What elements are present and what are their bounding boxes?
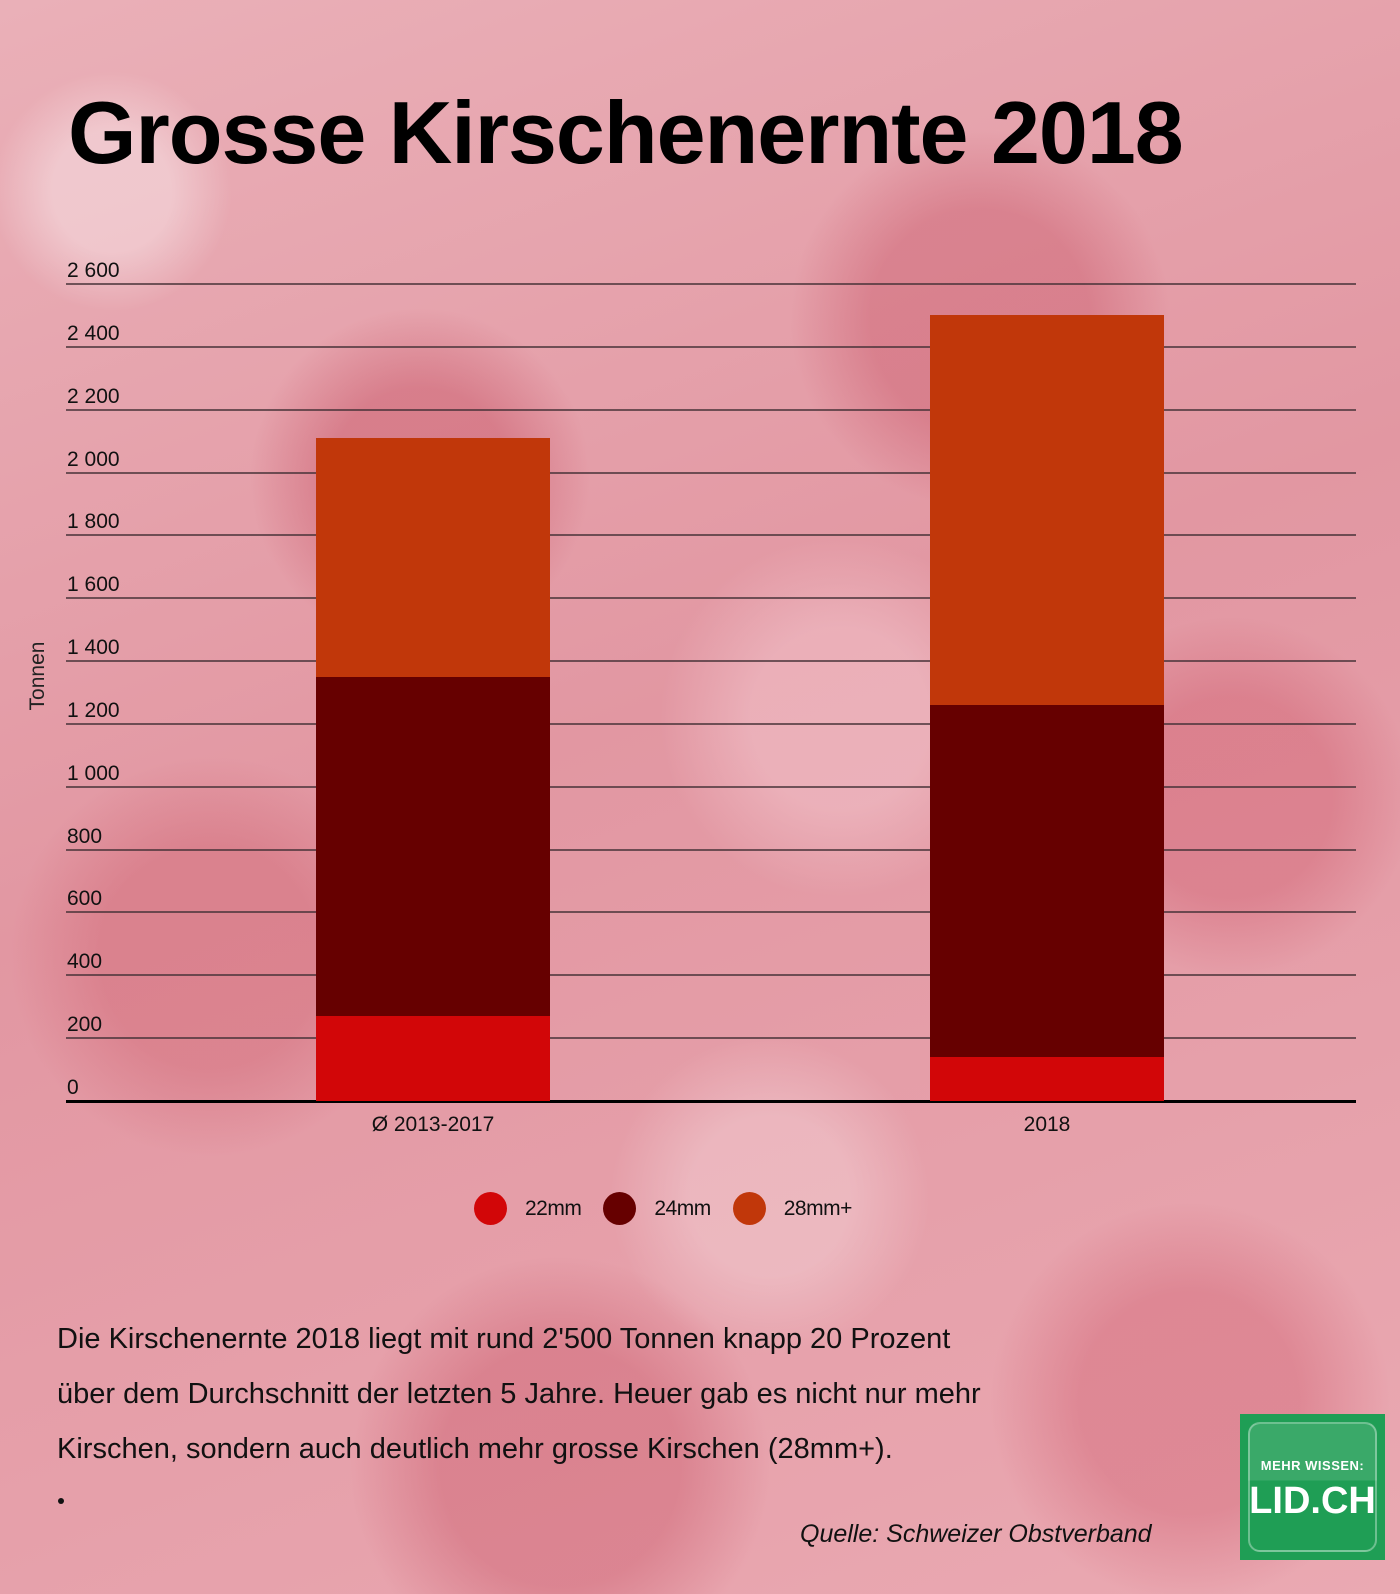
description-text: Die Kirschenernte 2018 liegt mit rund 2'… bbox=[57, 1312, 1207, 1477]
source-credit: Quelle: Schweizer Obstverband bbox=[800, 1520, 1152, 1548]
x-axis-baseline bbox=[66, 1100, 1356, 1103]
bar-2018[interactable] bbox=[930, 0, 1164, 1594]
bar-segment-24mm[interactable] bbox=[316, 676, 550, 1017]
bar-segment-22mm[interactable] bbox=[930, 1057, 1164, 1101]
gridline bbox=[66, 911, 1356, 914]
gridline bbox=[66, 283, 1356, 285]
x-label-2018: 2018 bbox=[1023, 1113, 1071, 1136]
legend-label: 28mm+ bbox=[783, 1196, 853, 1220]
y-tick-label: 600 bbox=[67, 887, 103, 911]
gridline bbox=[66, 785, 1356, 788]
y-axis-title: Tonnen bbox=[26, 641, 49, 711]
x-label-average: Ø 2013-2017 bbox=[371, 1113, 495, 1136]
gridline bbox=[66, 1037, 1356, 1040]
logo-tagline: MEHR WISSEN: bbox=[1260, 1458, 1365, 1473]
description-line: Kirschen, sondern auch deutlich mehr gro… bbox=[57, 1433, 893, 1465]
gridline bbox=[66, 660, 1356, 663]
y-tick-label: 1 200 bbox=[67, 698, 120, 722]
gridline bbox=[66, 597, 1356, 600]
y-tick-label: 200 bbox=[67, 1013, 103, 1037]
chart-title: Grosse Kirschenernte 2018 bbox=[68, 83, 1184, 182]
gridline bbox=[66, 471, 1356, 474]
legend-label: 22mm bbox=[525, 1196, 582, 1220]
gridline bbox=[66, 408, 1356, 411]
y-tick-label: 2 400 bbox=[67, 321, 120, 345]
description-line: über dem Durchschnitt der letzten 5 Jahr… bbox=[57, 1378, 981, 1410]
y-tick-label: 1 000 bbox=[67, 761, 120, 785]
gridline bbox=[66, 345, 1356, 348]
stray-dot bbox=[58, 1498, 64, 1504]
y-tick-label: 1 400 bbox=[67, 636, 120, 660]
legend-swatch-28mm-plus-icon bbox=[732, 1192, 766, 1225]
y-tick-label: 800 bbox=[67, 824, 103, 848]
gridline bbox=[66, 848, 1356, 851]
bar-segment-24mm[interactable] bbox=[930, 705, 1164, 1057]
bar-segment-22mm[interactable] bbox=[316, 1016, 550, 1101]
y-tick-label: 2 000 bbox=[67, 447, 120, 471]
y-tick-label: 2 200 bbox=[67, 384, 120, 408]
legend-swatch-24mm-icon bbox=[603, 1192, 637, 1225]
bar-segment-28mm-plus[interactable] bbox=[316, 437, 550, 677]
gridline bbox=[66, 534, 1356, 537]
legend-item-22mm[interactable]: 22mm bbox=[474, 1192, 582, 1225]
y-tick-label: 2 600 bbox=[67, 259, 120, 282]
logo-wordmark: LID.CH bbox=[1249, 1480, 1376, 1522]
bar-average-2013-2017[interactable] bbox=[316, 0, 550, 1594]
gridline bbox=[66, 722, 1356, 725]
gridline bbox=[66, 974, 1356, 977]
bar-segment-28mm-plus[interactable] bbox=[930, 315, 1164, 706]
y-tick-label: 400 bbox=[67, 950, 103, 974]
y-tick-label: 1 600 bbox=[67, 573, 120, 597]
y-tick-label: 0 bbox=[67, 1076, 79, 1099]
y-tick-label: 1 800 bbox=[67, 510, 120, 534]
legend: 22mm 24mm 28mm+ bbox=[474, 1192, 874, 1225]
legend-item-24mm[interactable]: 24mm bbox=[603, 1192, 711, 1225]
logo-frame bbox=[1248, 1422, 1377, 1552]
legend-item-28mm-plus[interactable]: 28mm+ bbox=[732, 1192, 853, 1225]
description-line: Die Kirschenernte 2018 liegt mit rund 2'… bbox=[57, 1323, 951, 1355]
legend-label: 24mm bbox=[654, 1196, 711, 1220]
lid-ch-logo[interactable]: MEHR WISSEN: LID.CH bbox=[1240, 1414, 1385, 1560]
legend-swatch-22mm-icon bbox=[474, 1192, 507, 1225]
